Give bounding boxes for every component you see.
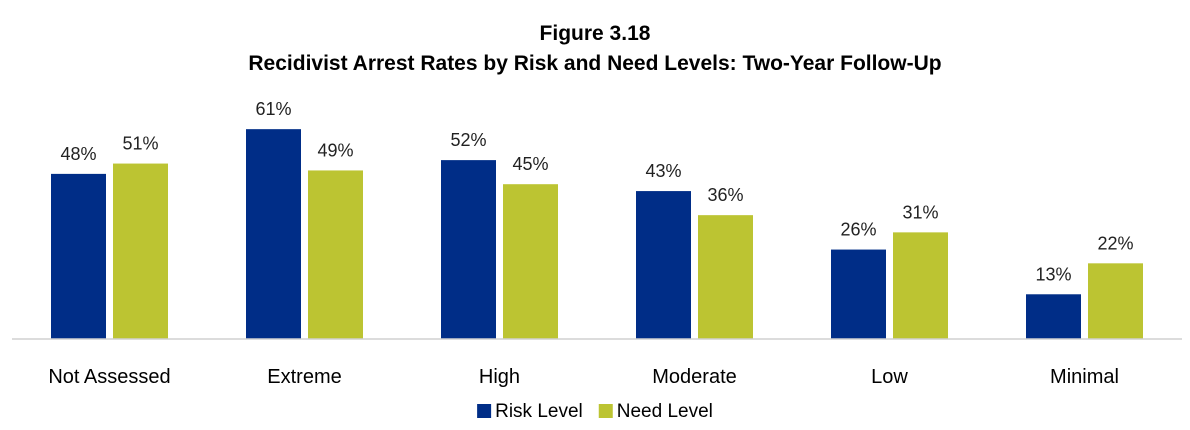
data-label-risk-level-low: 26% bbox=[840, 220, 876, 240]
bar-need-level-extreme bbox=[308, 170, 363, 339]
bar-risk-level-high bbox=[441, 160, 496, 339]
category-label-moderate: Moderate bbox=[652, 366, 737, 388]
data-label-risk-level-moderate: 43% bbox=[645, 161, 681, 181]
bars-group: 48% 51% 61% 49% 52% 45% 43% 36% 26% 31% 13% 22% bbox=[51, 99, 1143, 339]
data-label-need-level-moderate: 36% bbox=[707, 185, 743, 205]
category-label-high: High bbox=[479, 366, 520, 388]
data-label-need-level-low: 31% bbox=[902, 202, 938, 222]
chart-title-line2: Recidivist Arrest Rates by Risk and Need… bbox=[248, 52, 941, 75]
bar-need-level-moderate bbox=[698, 215, 753, 339]
data-label-need-level-high: 45% bbox=[512, 154, 548, 174]
bar-need-level-not-assessed bbox=[113, 163, 168, 339]
bar-need-level-low bbox=[893, 232, 948, 339]
data-label-need-level-extreme: 49% bbox=[317, 140, 353, 160]
bar-risk-level-minimal bbox=[1026, 294, 1081, 339]
data-label-risk-level-not-assessed: 48% bbox=[60, 144, 96, 164]
category-label-low: Low bbox=[871, 366, 908, 388]
bar-need-level-minimal bbox=[1088, 263, 1143, 339]
legend-swatch-risk-level bbox=[477, 404, 492, 418]
bar-risk-level-extreme bbox=[246, 129, 301, 339]
legend: Risk Level Need Level bbox=[477, 401, 713, 422]
data-label-risk-level-minimal: 13% bbox=[1035, 264, 1071, 284]
data-label-risk-level-extreme: 61% bbox=[255, 99, 291, 119]
legend-label-risk-level: Risk Level bbox=[495, 401, 583, 422]
bar-risk-level-low bbox=[831, 249, 886, 339]
chart-title-line1: Figure 3.18 bbox=[540, 22, 651, 45]
data-label-risk-level-high: 52% bbox=[450, 130, 486, 150]
category-label-not-assessed: Not Assessed bbox=[48, 366, 170, 388]
bar-risk-level-moderate bbox=[636, 191, 691, 339]
data-label-need-level-not-assessed: 51% bbox=[122, 134, 158, 154]
bar-risk-level-not-assessed bbox=[51, 173, 106, 339]
legend-swatch-need-level bbox=[598, 404, 613, 418]
legend-label-need-level: Need Level bbox=[617, 401, 713, 422]
data-label-need-level-minimal: 22% bbox=[1097, 233, 1133, 253]
category-labels: Not Assessed Extreme High Moderate Low Minima… bbox=[48, 366, 1119, 388]
bar-need-level-high bbox=[503, 184, 558, 339]
category-label-extreme: Extreme bbox=[267, 366, 341, 388]
category-label-minimal: Minimal bbox=[1050, 366, 1119, 388]
